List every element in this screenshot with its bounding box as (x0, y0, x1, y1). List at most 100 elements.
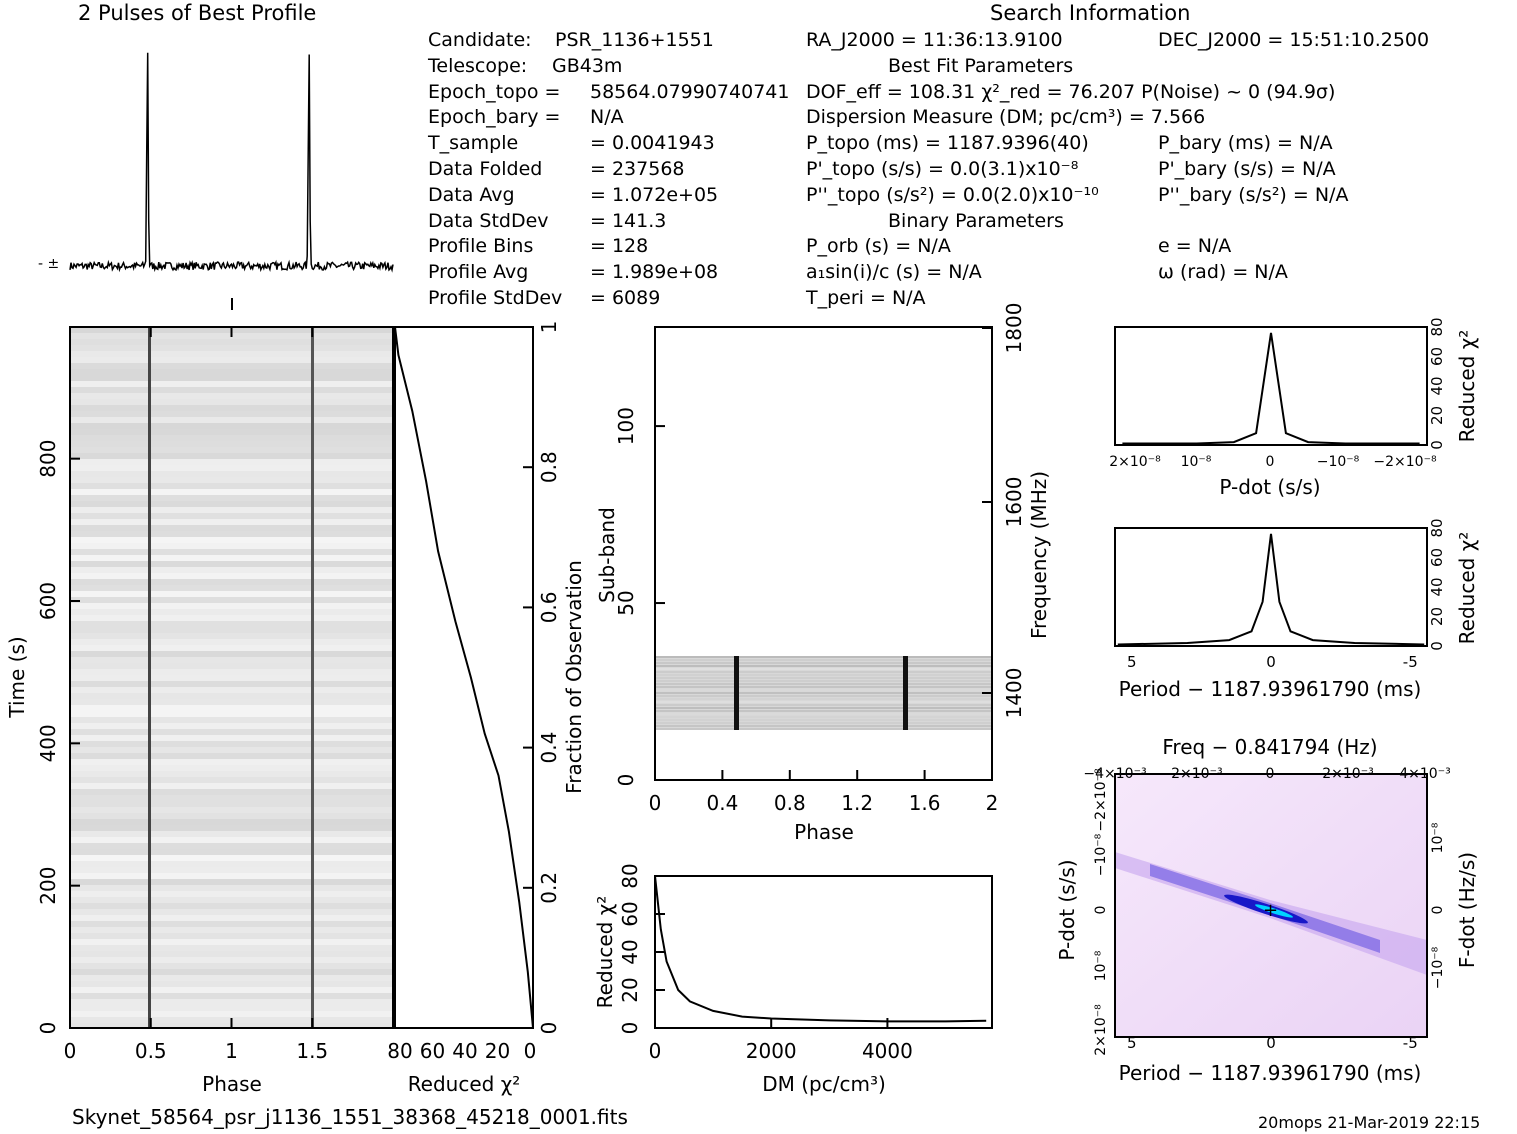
time-band (70, 363, 393, 369)
pdot-tick-label: −2×10⁻⁸ (1373, 454, 1437, 470)
time-band (70, 621, 393, 627)
time-band (70, 549, 393, 555)
time-band (70, 957, 393, 963)
time-phase-ylabel: Time (s) (5, 636, 29, 718)
time-tick-label: 200 (36, 867, 60, 905)
time-band (70, 681, 393, 687)
time-band (70, 399, 393, 405)
subband-row (655, 680, 992, 682)
time-band (70, 993, 393, 999)
ra-line: RA_J2000 = 11:36:13.9100 (806, 29, 1063, 51)
time-band (70, 405, 393, 411)
time-band (70, 441, 393, 447)
period-ylabel: Reduced χ² (1455, 532, 1479, 645)
subband-row (655, 665, 992, 667)
chi-fraction-tick-label: 20 (485, 1039, 510, 1063)
time-band (70, 1005, 393, 1011)
subband-row (655, 713, 992, 715)
subband-row (655, 716, 992, 718)
chi-fraction-frame (394, 326, 534, 1029)
time-band (70, 543, 393, 549)
time-band (70, 483, 393, 489)
data-stddev-value: = 141.3 (590, 210, 667, 232)
data-avg-label: Data Avg (428, 184, 515, 206)
dm-chi-tick-label: 60 (618, 901, 642, 926)
ppdot-plane: + (1114, 773, 1428, 1038)
subband-row (655, 656, 992, 658)
subband-row (655, 722, 992, 724)
profile-title: 2 Pulses of Best Profile (78, 1, 317, 25)
time-phase-plot (69, 326, 394, 1029)
pdot-ylabel: Reduced χ² (1455, 330, 1479, 443)
time-band (70, 411, 393, 417)
profile-line (69, 52, 394, 273)
chi-fraction-tick-label: 0 (524, 1039, 537, 1063)
subband-row (655, 704, 992, 706)
porb-line: P_orb (s) = N/A (806, 235, 951, 257)
time-band (70, 495, 393, 501)
time-band (70, 879, 393, 885)
period-chi-tick-label: 0 (1428, 641, 1446, 651)
time-band (70, 567, 393, 573)
period-chi-plot (1114, 527, 1428, 647)
subband-phase-tick-label: 1.2 (841, 791, 873, 815)
time-band (70, 855, 393, 861)
frequency-tick-label: 1600 (1002, 477, 1026, 528)
time-band (70, 759, 393, 765)
subband-row (655, 674, 992, 676)
fraction-tick-label: 0.8 (537, 451, 561, 483)
time-band (70, 675, 393, 681)
period-chi-tick-label: 40 (1428, 577, 1446, 596)
period-tick-label: -5 (1403, 653, 1418, 671)
dm-tick-label: 4000 (862, 1039, 913, 1063)
pdot-tick-label: 2×10⁻⁸ (1109, 454, 1161, 470)
fdot-tick-label: 0 (1430, 906, 1446, 915)
fdot-ylabel: F-dot (Hz/s) (1455, 852, 1479, 968)
pdot-bary-line: P'_bary (s/s) = N/A (1158, 158, 1336, 180)
subband-row (655, 671, 992, 673)
time-band (70, 381, 393, 387)
time-band (70, 801, 393, 807)
pdot-chi-frame (1114, 326, 1428, 446)
time-band (70, 537, 393, 543)
dm-xlabel: DM (pc/cm³) (762, 1072, 886, 1096)
time-band (70, 891, 393, 897)
time-band (70, 933, 393, 939)
ppdot-xlabel: Period − 1187.93961790 (ms) (1119, 1061, 1422, 1085)
dof-line: DOF_eff = 108.31 χ²_red = 76.207 P(Noise… (806, 81, 1336, 103)
pdot-topo-line: P'_topo (s/s) = 0.0(3.1)x10⁻⁸ (806, 158, 1079, 180)
time-band (70, 909, 393, 915)
footer-stamp: 20mops 21-Mar-2019 22:15 (1258, 1113, 1481, 1132)
ppdot-peak (1254, 904, 1294, 918)
dm-frame (654, 875, 993, 1029)
period-chi-frame (1114, 527, 1428, 647)
time-tick-label: 0 (36, 1022, 60, 1035)
a1sini-line: a₁sin(i)/c (s) = N/A (806, 261, 982, 283)
time-band (70, 771, 393, 777)
time-band (70, 729, 393, 735)
pdot-tick-label: −10⁻⁸ (1317, 454, 1360, 470)
profile-bins-label: Profile Bins (428, 235, 534, 257)
fdot-tick-label: −10⁻⁸ (1430, 946, 1446, 989)
tperi-line: T_peri = N/A (806, 287, 926, 309)
ppdot-pdot-tick-label: 2×10⁻⁸ (1093, 1004, 1109, 1056)
subband-row (655, 692, 992, 694)
pddot-topo-line: P''_topo (s/s²) = 0.0(2.0)x10⁻¹⁰ (806, 184, 1099, 206)
ppdot-best-marker: + (1263, 900, 1278, 921)
time-band (70, 489, 393, 495)
subband-tick-label: 50 (614, 590, 638, 615)
period-tick-label: 0 (1266, 653, 1276, 671)
time-band (70, 627, 393, 633)
freq-tick-label: 0 (1266, 766, 1275, 782)
subband-row (655, 683, 992, 685)
subband-phase-tick-label: 2 (986, 791, 999, 815)
pddot-bary-line: P''_bary (s/s²) = N/A (1158, 184, 1349, 206)
time-band (70, 507, 393, 513)
time-band (70, 375, 393, 381)
pdot-chi-tick-label: 40 (1428, 376, 1446, 395)
dm-curve (654, 875, 987, 1023)
tsample-value: = 0.0041943 (590, 132, 715, 154)
epoch-bary-label: Epoch_bary = (428, 106, 561, 128)
subband-row (655, 662, 992, 664)
time-band (70, 1011, 393, 1017)
